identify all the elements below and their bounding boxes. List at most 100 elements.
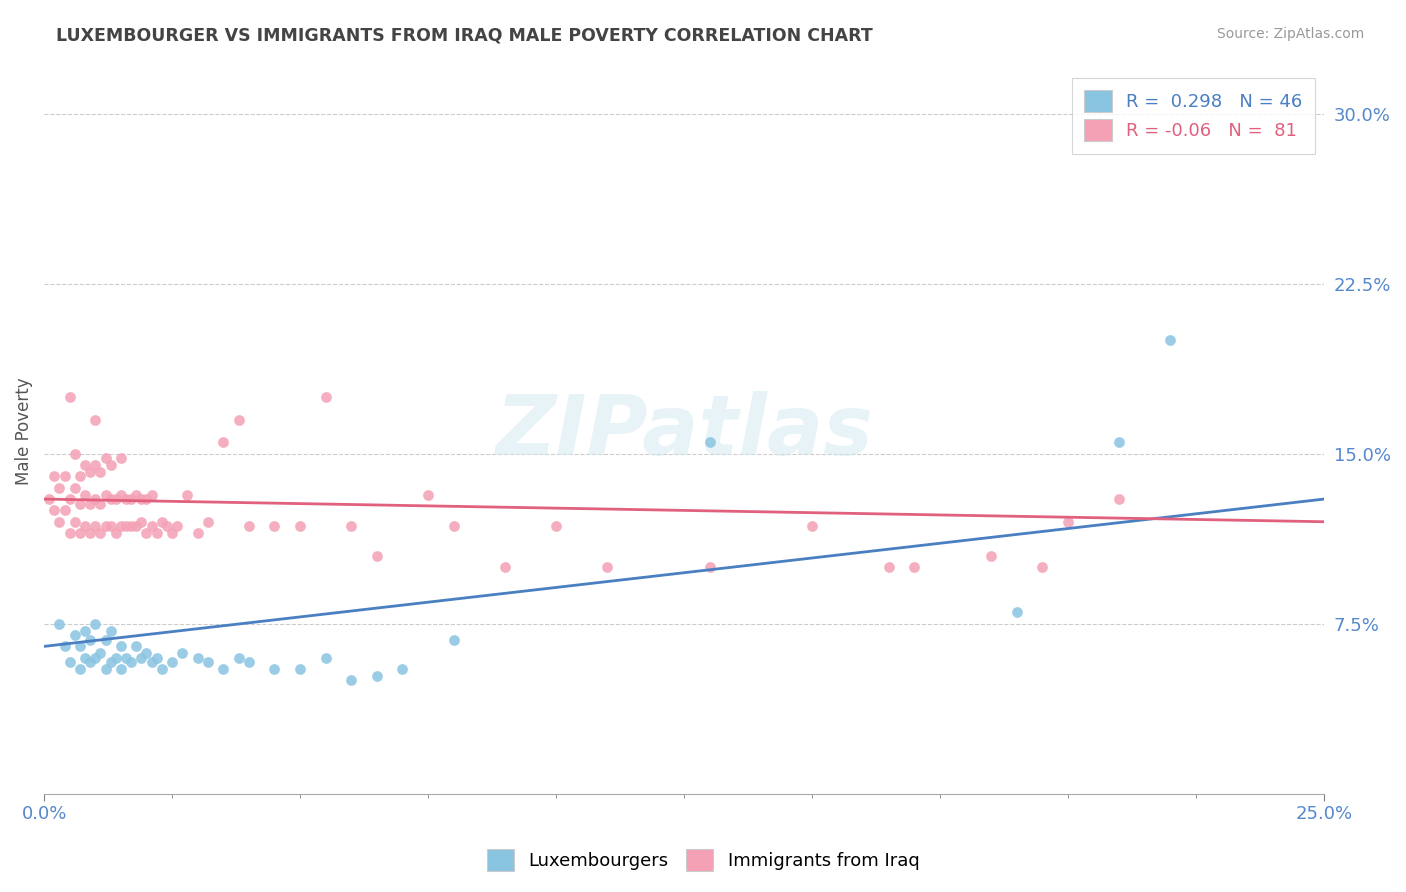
Point <box>94 662 117 676</box>
Text: LUXEMBOURGER VS IMMIGRANTS FROM IRAQ MALE POVERTY CORRELATION CHART: LUXEMBOURGER VS IMMIGRANTS FROM IRAQ MAL… <box>56 27 873 45</box>
Point <box>1005 606 1028 620</box>
Point <box>84 492 107 507</box>
Point <box>120 655 142 669</box>
Point <box>59 655 82 669</box>
Point <box>877 560 900 574</box>
Point <box>79 497 101 511</box>
Point <box>75 650 97 665</box>
Point <box>135 646 157 660</box>
Point <box>544 519 567 533</box>
Point <box>596 560 619 574</box>
Point <box>141 519 163 533</box>
Point <box>63 628 86 642</box>
Point <box>145 650 167 665</box>
Point <box>84 458 107 472</box>
Point <box>366 669 388 683</box>
Point <box>100 519 122 533</box>
Point <box>238 655 260 669</box>
Point <box>84 650 107 665</box>
Point <box>166 519 188 533</box>
Point <box>38 492 60 507</box>
Point <box>1108 492 1130 507</box>
Point <box>150 662 173 676</box>
Point <box>131 515 153 529</box>
Y-axis label: Male Poverty: Male Poverty <box>15 377 32 485</box>
Point <box>75 487 97 501</box>
Point <box>100 655 122 669</box>
Point <box>89 465 111 479</box>
Point <box>494 560 516 574</box>
Point <box>1159 334 1181 348</box>
Point <box>115 650 138 665</box>
Point <box>104 526 127 541</box>
Point <box>263 662 285 676</box>
Point <box>288 519 311 533</box>
Point <box>89 497 111 511</box>
Text: ZIPatlas: ZIPatlas <box>495 391 873 472</box>
Point <box>44 503 66 517</box>
Point <box>100 458 122 472</box>
Point <box>94 487 117 501</box>
Point <box>75 519 97 533</box>
Point <box>63 481 86 495</box>
Point <box>89 526 111 541</box>
Point <box>366 549 388 563</box>
Point <box>75 624 97 638</box>
Point <box>59 526 82 541</box>
Point <box>79 655 101 669</box>
Point <box>63 447 86 461</box>
Point <box>69 640 91 654</box>
Point <box>125 640 148 654</box>
Point <box>145 526 167 541</box>
Point <box>63 515 86 529</box>
Point <box>315 390 337 404</box>
Point <box>135 526 157 541</box>
Point <box>141 655 163 669</box>
Point <box>69 469 91 483</box>
Point <box>263 519 285 533</box>
Point <box>197 655 219 669</box>
Point <box>94 632 117 647</box>
Point <box>100 624 122 638</box>
Point <box>53 503 76 517</box>
Point <box>69 526 91 541</box>
Point <box>69 497 91 511</box>
Point <box>79 526 101 541</box>
Point <box>391 662 413 676</box>
Point <box>69 662 91 676</box>
Point <box>212 435 235 450</box>
Point <box>160 526 183 541</box>
Point <box>120 492 142 507</box>
Point <box>94 451 117 466</box>
Point <box>110 487 132 501</box>
Point <box>53 640 76 654</box>
Point <box>187 650 209 665</box>
Point <box>172 646 194 660</box>
Point <box>228 650 250 665</box>
Point <box>110 640 132 654</box>
Point <box>160 655 183 669</box>
Point <box>115 519 138 533</box>
Point <box>94 519 117 533</box>
Point <box>443 632 465 647</box>
Point <box>104 492 127 507</box>
Point <box>156 519 179 533</box>
Point <box>100 492 122 507</box>
Legend: R =  0.298   N = 46, R = -0.06   N =  81: R = 0.298 N = 46, R = -0.06 N = 81 <box>1071 78 1315 154</box>
Point <box>59 492 82 507</box>
Point <box>79 632 101 647</box>
Point <box>48 616 70 631</box>
Point <box>1031 560 1053 574</box>
Point <box>48 515 70 529</box>
Point <box>84 616 107 631</box>
Point <box>228 413 250 427</box>
Point <box>59 390 82 404</box>
Point <box>110 519 132 533</box>
Text: Source: ZipAtlas.com: Source: ZipAtlas.com <box>1216 27 1364 41</box>
Point <box>115 492 138 507</box>
Point <box>187 526 209 541</box>
Legend: Luxembourgers, Immigrants from Iraq: Luxembourgers, Immigrants from Iraq <box>479 842 927 879</box>
Point <box>801 519 824 533</box>
Point <box>89 646 111 660</box>
Point <box>120 519 142 533</box>
